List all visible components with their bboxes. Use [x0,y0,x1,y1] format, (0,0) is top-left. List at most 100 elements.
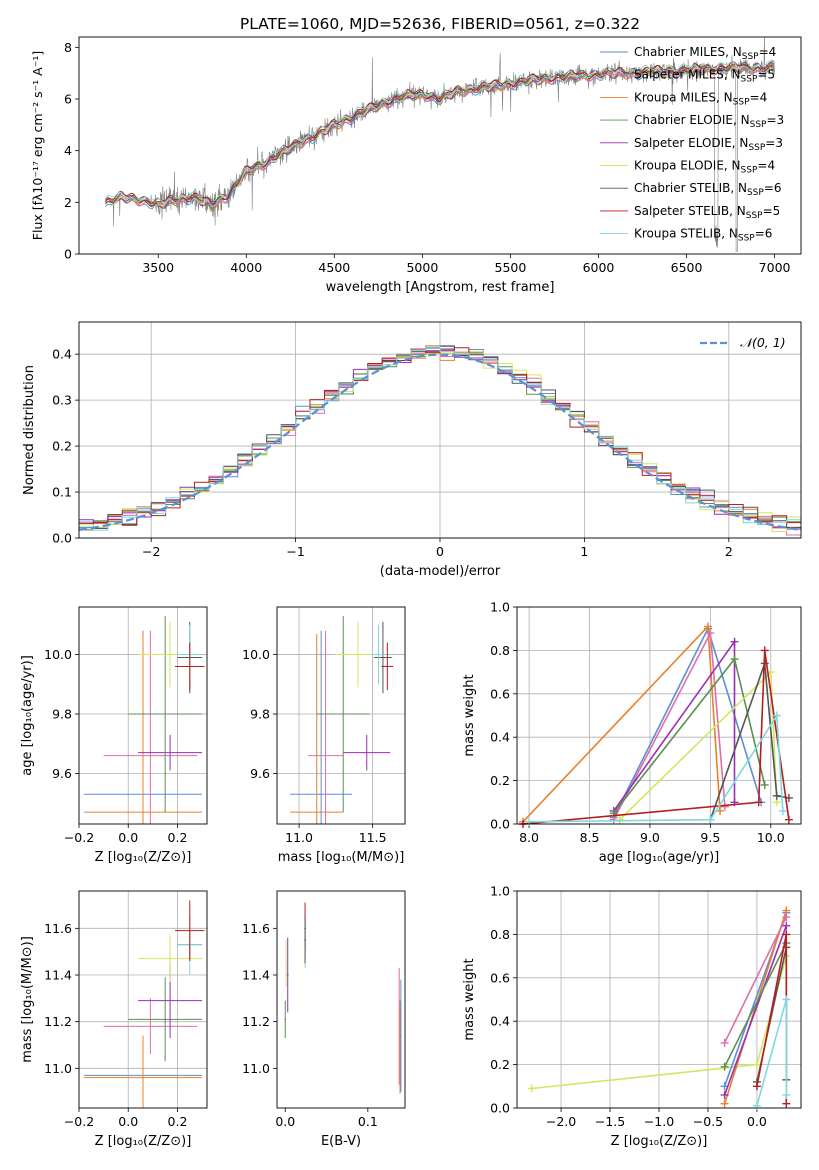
weight-vs-age-panel: 8.0 8.5 9.0 9.5 10.0 0.0 0.2 0.4 0.6 0.8 1.0 age [l… [462,600,802,865]
y-tick-label: 11.4 [242,968,270,983]
legend-entry: Kroupa STELIB, NSSP=6 [634,227,772,244]
weight-line [709,663,790,820]
y-tick-label: 8 [64,40,72,55]
weight-marker [752,1060,761,1069]
x-tick-label: 8.5 [580,830,600,845]
weight-marker [782,1099,791,1108]
y-tick-label: 6 [64,92,72,107]
weight-marker [782,995,791,1004]
x-axis-label: age [log₁₀(age/yr)] [599,850,720,865]
legend-entry: Chabrier ELODIE, NSSP=3 [634,113,784,130]
x-tick-label: 6500 [671,260,703,275]
x-tick-label: −0.5 [693,1114,723,1129]
mass-vs-EBV-panel: 0.0 0.1 11.0 11.2 11.4 11.6 E(B-V) [242,890,406,1149]
weight-line [612,626,762,818]
x-tick-label: −0.2 [64,1114,94,1129]
x-tick-label: 3500 [142,260,174,275]
y-tick-label: 9.8 [250,707,270,722]
legend-entry: Salpeter MILES, NSSP=5 [634,68,775,85]
x-tick-label: 9.0 [640,830,660,845]
x-tick-label: 11.5 [359,830,387,845]
x-tick-label: 0.0 [275,1114,295,1129]
age-vs-Z-panel: −0.2 0.0 0.2 9.6 9.8 10.0 Z [log₁₀(Z/Z⊙)] age [… [20,606,208,865]
x-tick-label: 6000 [583,260,615,275]
x-tick-label: −1.0 [644,1114,674,1129]
normal-curve-line [79,353,801,531]
weight-marker [778,806,787,815]
y-tick-label: 10.0 [44,647,72,662]
weight-marker [772,711,781,720]
weight-line [756,934,788,1104]
y-axis-label: mass [log₁₀(M/M⊙)] [20,936,35,1063]
histogram-kroupa-elodie [79,351,801,532]
legend-entry: Chabrier MILES, NSSP=4 [634,45,776,62]
x-tick-label: −1.5 [595,1114,625,1129]
x-tick-label: 0.0 [747,1114,767,1129]
spectrum-panel: 3500 4000 4500 5000 5500 6000 6500 7000 0 2 4 6 8 wav… [30,36,802,295]
x-tick-label: 1 [580,544,588,559]
axes-frame [78,36,802,255]
age-vs-mass-panel: 11.0 11.5 9.6 9.8 10.0 mass [log₁₀(M/M⊙)] [242,606,406,865]
y-tick-label: 0.4 [490,1014,510,1029]
axes-frame [516,606,802,825]
x-tick-label: 10.0 [757,830,785,845]
legend-entry: 𝒩(0, 1) [740,335,786,350]
y-tick-label: 0.8 [490,927,510,942]
y-tick-label: 9.6 [250,766,270,781]
y-tick-label: 9.8 [52,707,72,722]
weight-marker [703,622,712,631]
y-tick-label: 11.2 [44,1014,72,1029]
y-tick-label: 0.6 [490,686,510,701]
axes-frame [516,890,802,1109]
x-tick-label: 5000 [406,260,438,275]
weight-vs-Z-panel: −2.0 −1.5 −1.0 −0.5 0.0 0.0 0.2 0.4 0.6 0.8 1.0 Z [… [462,884,802,1149]
legend-entry: Kroupa ELODIE, NSSP=4 [634,159,775,176]
weight-line [522,624,721,823]
y-tick-label: 0.4 [490,730,510,745]
axes-frame [78,321,802,539]
weight-marker [782,921,791,930]
weight-marker [720,802,729,811]
y-tick-label: 2 [64,195,72,210]
x-tick-label: 0.0 [118,1114,138,1129]
y-tick-label: 11.4 [44,968,72,983]
weight-line [522,650,790,824]
weight-marker [730,637,739,646]
x-tick-label: 9.5 [700,830,720,845]
x-tick-label: −2.0 [546,1114,576,1129]
x-tick-label: −2 [142,544,160,559]
legend-entry: Salpeter ELODIE, NSSP=3 [634,136,783,153]
weight-line [723,942,788,1068]
x-tick-label: 0.1 [358,1114,378,1129]
x-axis-label: (data-model)/error [380,564,501,579]
y-axis-label: Flux [fλ10⁻¹⁷ erg cm⁻² s⁻¹ A⁻¹] [30,51,45,240]
y-tick-label: 0.0 [490,1101,510,1116]
y-tick-label: 4 [64,143,72,158]
x-axis-label: mass [log₁₀(M/M⊙)] [278,850,405,865]
y-tick-label: 11.0 [242,1061,270,1076]
y-axis-label: age [log₁₀(age/yr)] [20,655,35,776]
y-tick-label: 0.6 [490,970,510,985]
x-tick-label: 4500 [318,260,350,275]
x-tick-label: 0.2 [168,1114,188,1129]
x-tick-label: −1 [286,544,304,559]
axes-frame [276,890,406,1109]
weight-marker [720,1099,729,1108]
weight-line [723,916,788,1044]
weight-marker [615,815,624,824]
x-axis-label: Z [log₁₀(Z/Z⊙)] [95,1134,192,1149]
model-line-kroupa-stelib [105,60,774,207]
x-tick-label: 8.0 [519,830,539,845]
x-tick-label: 0 [436,544,444,559]
weight-line [613,657,766,814]
chart-panels: 3500 4000 4500 5000 5500 6000 6500 7000 0 2 4 6 8 wav… [20,36,802,1149]
y-tick-label: 1.0 [490,884,510,899]
y-tick-label: 0.0 [52,531,72,546]
x-axis-label: E(B-V) [321,1134,361,1149]
weight-marker [754,798,763,807]
y-tick-label: 1.0 [490,600,510,615]
y-tick-label: 10.0 [242,647,270,662]
y-tick-label: 9.6 [52,766,72,781]
x-tick-label: 0.2 [168,830,188,845]
x-axis-label: wavelength [Angstrom, rest frame] [326,280,555,295]
